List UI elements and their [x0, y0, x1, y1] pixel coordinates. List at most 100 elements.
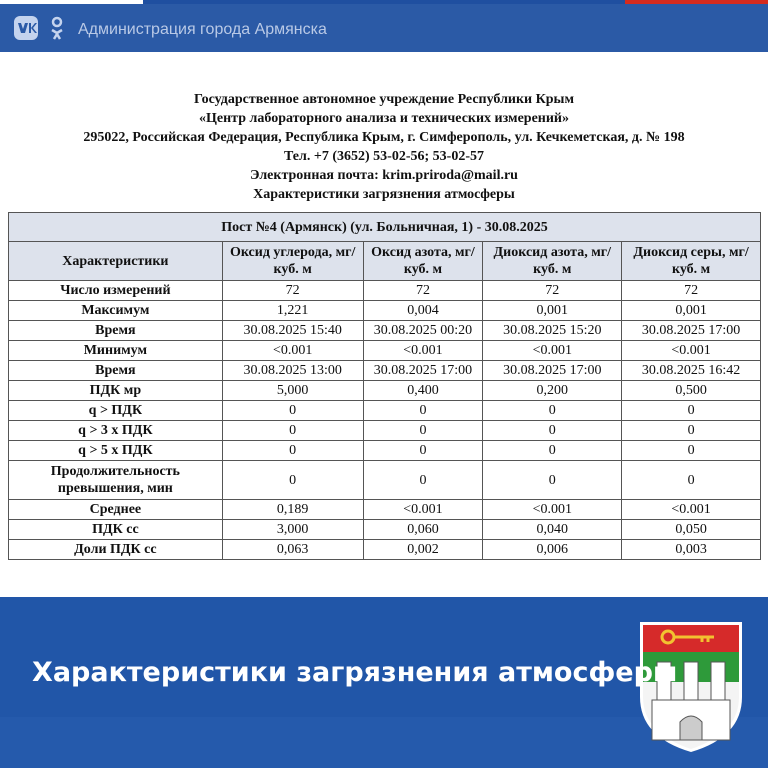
cell: 30.08.2025 00:20 — [362, 320, 484, 341]
cell: 0,040 — [482, 519, 623, 540]
row-label: Минимум — [8, 340, 223, 361]
cell: 0,001 — [621, 300, 761, 321]
cell: 0 — [221, 420, 364, 441]
cell: 3,000 — [221, 519, 364, 540]
flag-stripe — [0, 0, 768, 4]
flag-blue — [143, 0, 625, 4]
table-row: q > ПДК 0 0 0 0 — [8, 400, 761, 421]
vk-glyph — [18, 23, 37, 33]
table-row: Время 30.08.2025 15:40 30.08.2025 00:20 30.… — [8, 320, 761, 341]
row-label: Доли ПДК сс — [8, 539, 223, 560]
cell: <0.001 — [621, 340, 761, 361]
cell: 0,400 — [362, 380, 484, 401]
cell: <0.001 — [362, 340, 484, 361]
table-row: Продолжительность превышения, мин 0 0 0 0 — [8, 460, 761, 500]
column-header: Оксид азота, мг/куб. м — [362, 241, 484, 281]
cell: 72 — [621, 280, 761, 301]
row-label: ПДК сс — [8, 519, 223, 540]
cell: 0 — [221, 400, 364, 421]
cell: <0.001 — [221, 340, 364, 361]
header-line: Тел. +7 (3652) 53-02-56; 53-02-57 — [284, 149, 484, 164]
cell: 0,003 — [621, 539, 761, 560]
table-row: Максимум 1,221 0,004 0,001 0,001 — [8, 300, 761, 321]
table-row: Доли ПДК сс 0,063 0,002 0,006 0,003 — [8, 539, 761, 560]
flag-white — [0, 0, 143, 4]
cell: <0.001 — [482, 499, 623, 520]
key-shaft — [674, 635, 714, 642]
cell: 0 — [362, 440, 484, 461]
cell: 0 — [362, 420, 484, 441]
table-row: q > 3 x ПДК 0 0 0 0 — [8, 420, 761, 441]
cell: 0 — [482, 400, 623, 421]
row-label: q > 3 x ПДК — [8, 420, 223, 441]
cell: 0 — [482, 460, 623, 500]
cell: 0 — [621, 400, 761, 421]
towers — [651, 661, 731, 741]
row-label: q > ПДК — [8, 400, 223, 421]
ok-icon[interactable] — [51, 16, 63, 28]
cell: 0,006 — [482, 539, 623, 560]
row-label: Число измерений — [8, 280, 223, 301]
cell: 0,063 — [221, 539, 364, 560]
column-header: Оксид углерода, мг/куб. м — [221, 241, 364, 281]
footer-banner: Характеристики загрязнения атмосферы — [0, 597, 768, 768]
header-line: Характеристики загрязнения атмосферы — [253, 187, 515, 202]
column-header: Характеристики — [8, 241, 223, 281]
cell: 0,200 — [482, 380, 623, 401]
cell: 0,050 — [621, 519, 761, 540]
cell: 0 — [621, 420, 761, 441]
cell: <0.001 — [621, 499, 761, 520]
table-row: Число измерений 72 72 72 72 — [8, 280, 761, 301]
row-label: Время — [8, 320, 223, 341]
cell: 0 — [621, 440, 761, 461]
row-label: Среднее — [8, 499, 223, 520]
cell: 30.08.2025 13:00 — [221, 360, 364, 381]
cell: 0 — [221, 460, 364, 500]
cell: 30.08.2025 15:20 — [482, 320, 623, 341]
header-line: Государственное автономное учреждение Ре… — [193, 92, 575, 107]
column-header: Диоксид азота, мг/куб. м — [482, 241, 623, 281]
cell: 0,189 — [221, 499, 364, 520]
cell: 72 — [482, 280, 623, 301]
row-label: Максимум — [8, 300, 223, 321]
cell: 0,500 — [621, 380, 761, 401]
cell: 0,001 — [482, 300, 623, 321]
cell: 0 — [362, 400, 484, 421]
cell: 72 — [221, 280, 364, 301]
table-row: Среднее 0,189 <0.001 <0.001 <0.001 — [8, 499, 761, 520]
table-row: Минимум <0.001 <0.001 <0.001 <0.001 — [8, 340, 761, 361]
flag-red — [625, 0, 768, 4]
ok-glyph — [51, 28, 63, 40]
cell: 30.08.2025 17:00 — [621, 320, 761, 341]
header-line: 295022, Российская Федерация, Республика… — [83, 130, 685, 145]
data-table: Пост №4 (Армянск) (ул. Больничная, 1) - … — [8, 212, 761, 560]
footer-pattern — [0, 622, 768, 768]
header-line: «Центр лабораторного анализа и техническ… — [199, 111, 569, 126]
cell: 5,000 — [221, 380, 364, 401]
cell: 0,060 — [362, 519, 484, 540]
top-bar: Администрация города Армянска — [0, 4, 768, 52]
cell: 0 — [221, 440, 364, 461]
table-row: q > 5 x ПДК 0 0 0 0 — [8, 440, 761, 461]
row-label: q > 5 x ПДК — [8, 440, 223, 461]
cell: 0,002 — [362, 539, 484, 560]
cell: 72 — [362, 280, 484, 301]
row-label: Продолжительность превышения, мин — [8, 460, 223, 500]
cell: 0,004 — [362, 300, 484, 321]
cell: 30.08.2025 16:42 — [621, 360, 761, 381]
cell: 0 — [621, 460, 761, 500]
cell: 0 — [482, 440, 623, 461]
cell: <0.001 — [482, 340, 623, 361]
row-label: Время — [8, 360, 223, 381]
header-line: Электронная почта: krim.priroda@mail.ru — [250, 168, 518, 183]
pattern-band — [0, 717, 768, 768]
table-title: Пост №4 (Армянск) (ул. Больничная, 1) - … — [8, 212, 761, 242]
cell: 30.08.2025 17:00 — [482, 360, 623, 381]
footer-title: Характеристики загрязнения атмосферы — [32, 657, 678, 688]
title-row: Пост №4 (Армянск) (ул. Больничная, 1) - … — [8, 212, 761, 242]
social-icons[interactable] — [0, 4, 70, 52]
table-row: ПДК сс 3,000 0,060 0,040 0,050 — [8, 519, 761, 540]
cell: 0 — [362, 460, 484, 500]
